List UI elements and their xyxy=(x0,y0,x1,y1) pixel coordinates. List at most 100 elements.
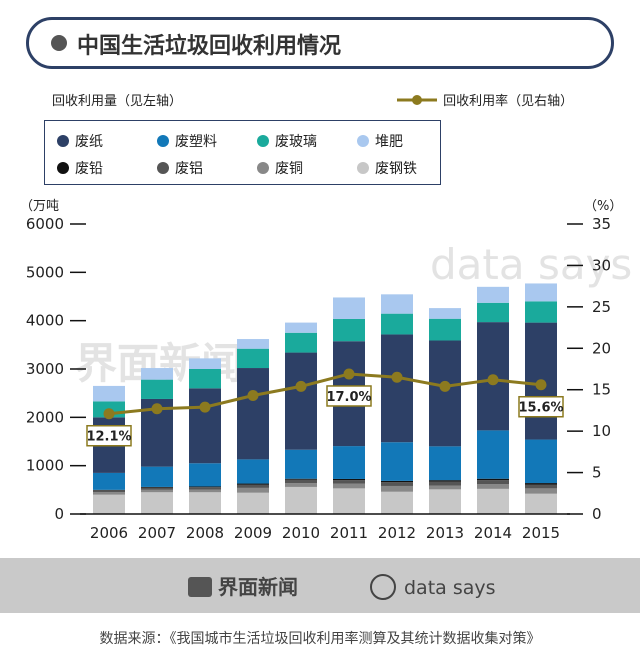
legend-label: 堆肥 xyxy=(375,134,403,150)
bar-segment xyxy=(477,480,509,485)
bar-segment xyxy=(333,297,365,319)
bar-segment xyxy=(285,486,317,514)
bar-segment xyxy=(429,318,461,341)
legend-label: 废铝 xyxy=(175,161,203,177)
bar-segment xyxy=(93,385,125,402)
footer-logo-left-text: 界面新闻 xyxy=(218,575,298,599)
legend-label: 废钢铁 xyxy=(375,161,417,177)
legend-item: 废纸 xyxy=(57,131,103,151)
bar-segment xyxy=(381,491,413,514)
bar-segment xyxy=(285,483,317,487)
right-tick-label: 15 xyxy=(592,381,611,399)
rate-point xyxy=(391,371,403,383)
bar-segment xyxy=(189,489,221,493)
x-tick-label: 2008 xyxy=(186,524,224,542)
bar-segment xyxy=(381,294,413,314)
left-tick-label: 3000 xyxy=(26,360,64,378)
rate-point xyxy=(151,403,163,415)
bar-segment xyxy=(237,459,269,484)
bar-segment xyxy=(237,492,269,514)
bar-segment xyxy=(237,368,269,460)
bar-segment xyxy=(141,486,173,488)
rate-label-box xyxy=(326,385,372,407)
bar-segment xyxy=(141,487,173,490)
bar-segment xyxy=(237,483,269,485)
bar-segment xyxy=(333,480,365,484)
left-tick-label: 2000 xyxy=(26,408,64,426)
bar-segment xyxy=(141,489,173,493)
rate-point xyxy=(247,390,259,402)
bar-segment xyxy=(285,449,317,479)
right-tick-label: 35 xyxy=(592,215,611,233)
right-tick-label: 30 xyxy=(592,256,611,274)
legend-swatch xyxy=(257,162,269,174)
bar-segment xyxy=(525,283,557,302)
rate-label-box xyxy=(518,395,564,418)
right-tick-label: 20 xyxy=(592,339,611,357)
bar-segment xyxy=(477,302,509,323)
x-tick-label: 2013 xyxy=(426,524,464,542)
bar-segment xyxy=(93,492,125,495)
legend-label: 废铅 xyxy=(75,161,103,177)
bar-segment xyxy=(477,484,509,489)
legend-swatch xyxy=(357,162,369,174)
legend-item: 废钢铁 xyxy=(357,158,417,178)
bar-segment xyxy=(285,352,317,450)
footer-logo-right-text: data says xyxy=(404,577,496,599)
legend-label: 废塑料 xyxy=(175,134,217,150)
legend-item: 废铜 xyxy=(257,158,303,178)
footer-logo-left: 界面新闻 xyxy=(188,571,298,600)
bar-segment xyxy=(525,493,557,514)
bar-segment xyxy=(189,486,221,488)
footer-logo-right-icon xyxy=(370,574,396,600)
bar-segment xyxy=(381,485,413,492)
rate-legend: 回收利用率（见右轴） xyxy=(395,90,573,109)
bar-segment xyxy=(429,489,461,514)
bar-segment xyxy=(189,463,221,487)
x-tick-label: 2006 xyxy=(90,524,128,542)
left-tick-label: 0 xyxy=(54,505,64,523)
rate-point xyxy=(535,379,547,391)
legend-swatch xyxy=(157,162,169,174)
bar-segment xyxy=(189,369,221,389)
footer-logo-left-icon xyxy=(188,577,212,597)
rate-point xyxy=(487,374,499,386)
rate-legend-line-icon xyxy=(397,95,437,105)
bar-segment xyxy=(141,368,173,380)
chart-svg: 0 1000 2000 3000 4000 5000 6000 0 5 10 15 20 25 30 35 2… xyxy=(26,215,611,542)
bar-segment xyxy=(333,488,365,514)
bar-segment xyxy=(237,348,269,369)
legend-label: 废铜 xyxy=(275,161,303,177)
footer-band xyxy=(0,558,640,613)
legend-swatch xyxy=(157,135,169,147)
rate-point xyxy=(199,401,211,413)
title-box: 中国生活垃圾回收利用情况 xyxy=(26,17,614,69)
legend-swatch xyxy=(257,135,269,147)
bar-segment xyxy=(285,322,317,333)
rate-point xyxy=(343,368,355,380)
x-tick-label: 2007 xyxy=(138,524,176,542)
bar-segment xyxy=(189,388,221,464)
legend-item: 废铅 xyxy=(57,158,103,178)
bar-segment xyxy=(477,478,509,481)
x-tick-label: 2010 xyxy=(282,524,320,542)
left-axis-unit: （万吨 xyxy=(20,199,60,214)
bar-segment xyxy=(525,483,557,485)
source-note: 数据来源：《我国城市生活垃圾回收利用率测算及其统计数据收集对策》 xyxy=(99,631,541,647)
left-tick-label: 6000 xyxy=(26,215,64,233)
bar-segment xyxy=(141,492,173,514)
rate-data-label: 12.1% xyxy=(86,430,131,445)
bar-segment xyxy=(333,446,365,479)
rate-point xyxy=(439,380,451,392)
bar-segment xyxy=(429,485,461,490)
right-axis-note: 回收利用率（见右轴） xyxy=(443,94,574,109)
bar-segment xyxy=(381,334,413,443)
bar-segment xyxy=(285,332,317,353)
bar-segment xyxy=(237,484,269,488)
right-axis-unit: （%） xyxy=(584,199,623,214)
bar-segment xyxy=(381,313,413,335)
bar-segment xyxy=(189,487,221,490)
legend-swatch xyxy=(57,162,69,174)
bar-segment xyxy=(93,490,125,493)
bar-segment xyxy=(189,492,221,514)
